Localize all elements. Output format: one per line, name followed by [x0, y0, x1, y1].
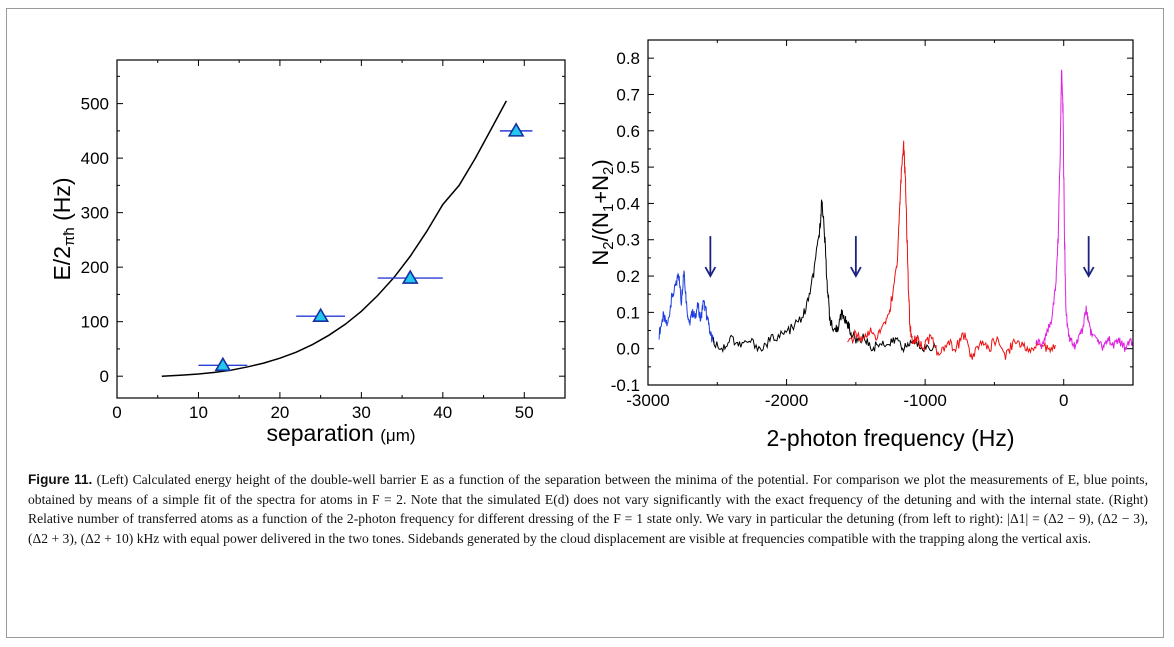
- figure-caption: Figure 11. (Left) Calculated energy heig…: [28, 470, 1148, 548]
- x-tick-label: -1000: [903, 391, 946, 410]
- arrow-head-0: [704, 266, 717, 278]
- y-axis-label-part: +N: [588, 175, 613, 204]
- x-axis-label-main: separation: [266, 420, 380, 446]
- y-axis-label-part: N: [588, 250, 613, 266]
- y-axis-label-part: /(N: [588, 212, 613, 241]
- data-point-1: [312, 307, 330, 323]
- y-tick-label: 0.8: [616, 49, 640, 68]
- arrow-head-1: [850, 266, 862, 278]
- x-tick-label: -3000: [626, 391, 669, 410]
- data-point-0: [214, 356, 232, 372]
- y-tick-label: 0.6: [616, 122, 640, 141]
- y-axis-label: N2/(N1+N2): [588, 159, 617, 265]
- y-axis-label-subscript: 2: [600, 241, 617, 249]
- data-point-2: [401, 269, 419, 284]
- y-tick-label: 0.4: [616, 194, 640, 213]
- fit-curve: [161, 100, 508, 377]
- series-group: [658, 69, 1133, 360]
- x-tick-label: 0: [112, 403, 121, 422]
- x-tick-label: 30: [352, 403, 371, 422]
- x-axis-label: separation (μm): [266, 420, 415, 446]
- y-tick-label: 0.3: [616, 231, 640, 250]
- series-line-3: [1035, 69, 1133, 352]
- series-line-0: [658, 270, 715, 344]
- y-tick-label: 0.0: [616, 340, 640, 359]
- y-axis-label-subscript: 2: [600, 167, 617, 175]
- x-tick-label: -2000: [765, 391, 808, 410]
- y-tick-label: 0: [100, 367, 109, 386]
- y-tick-label: 100: [81, 313, 109, 332]
- y-axis-label: E/2πħ (Hz): [49, 177, 78, 280]
- plot-frame: [116, 59, 566, 399]
- data-point-3: [507, 122, 525, 137]
- y-axis-label-sub: πħ: [61, 227, 78, 246]
- y-tick-label: 0.2: [616, 267, 640, 286]
- x-tick-label: 20: [270, 403, 289, 422]
- x-tick-label: 50: [515, 403, 534, 422]
- x-axis-label-unit: (μm): [380, 426, 415, 445]
- series-line-2: [847, 140, 1056, 360]
- plot-frame: [647, 39, 1134, 386]
- arrow-head-2: [1082, 266, 1095, 278]
- y-axis-label-unit: (Hz): [49, 177, 75, 227]
- y-tick-label: 0.1: [616, 303, 640, 322]
- y-tick-label: 300: [81, 204, 109, 223]
- series-line-1: [712, 199, 937, 354]
- y-tick-label: 500: [81, 95, 109, 114]
- x-tick-label: 10: [189, 403, 208, 422]
- figure-frame: [6, 8, 1164, 638]
- y-axis-label-subscript: 1: [600, 204, 617, 212]
- y-tick-label: 400: [81, 149, 109, 168]
- y-tick-label: 200: [81, 258, 109, 277]
- caption-label: Figure 11.: [28, 472, 93, 487]
- y-tick-label: 0.7: [616, 85, 640, 104]
- right-chart: -3000 -2000 -1000 0 -0.1 0.0 0.1 0.2 0.3 0.4 0.5 0.…: [588, 39, 1134, 451]
- x-tick-label: 40: [433, 403, 452, 422]
- y-axis-label-main: E/2: [49, 246, 75, 281]
- y-tick-label: -0.1: [611, 376, 640, 395]
- x-axis-label: 2-photon frequency (Hz): [766, 425, 1014, 451]
- x-tick-label: 0: [1059, 391, 1068, 410]
- y-tick-label: 0.5: [616, 158, 640, 177]
- caption-text: (Left) Calculated energy height of the d…: [28, 472, 1148, 546]
- y-axis-label-part: ): [588, 159, 613, 166]
